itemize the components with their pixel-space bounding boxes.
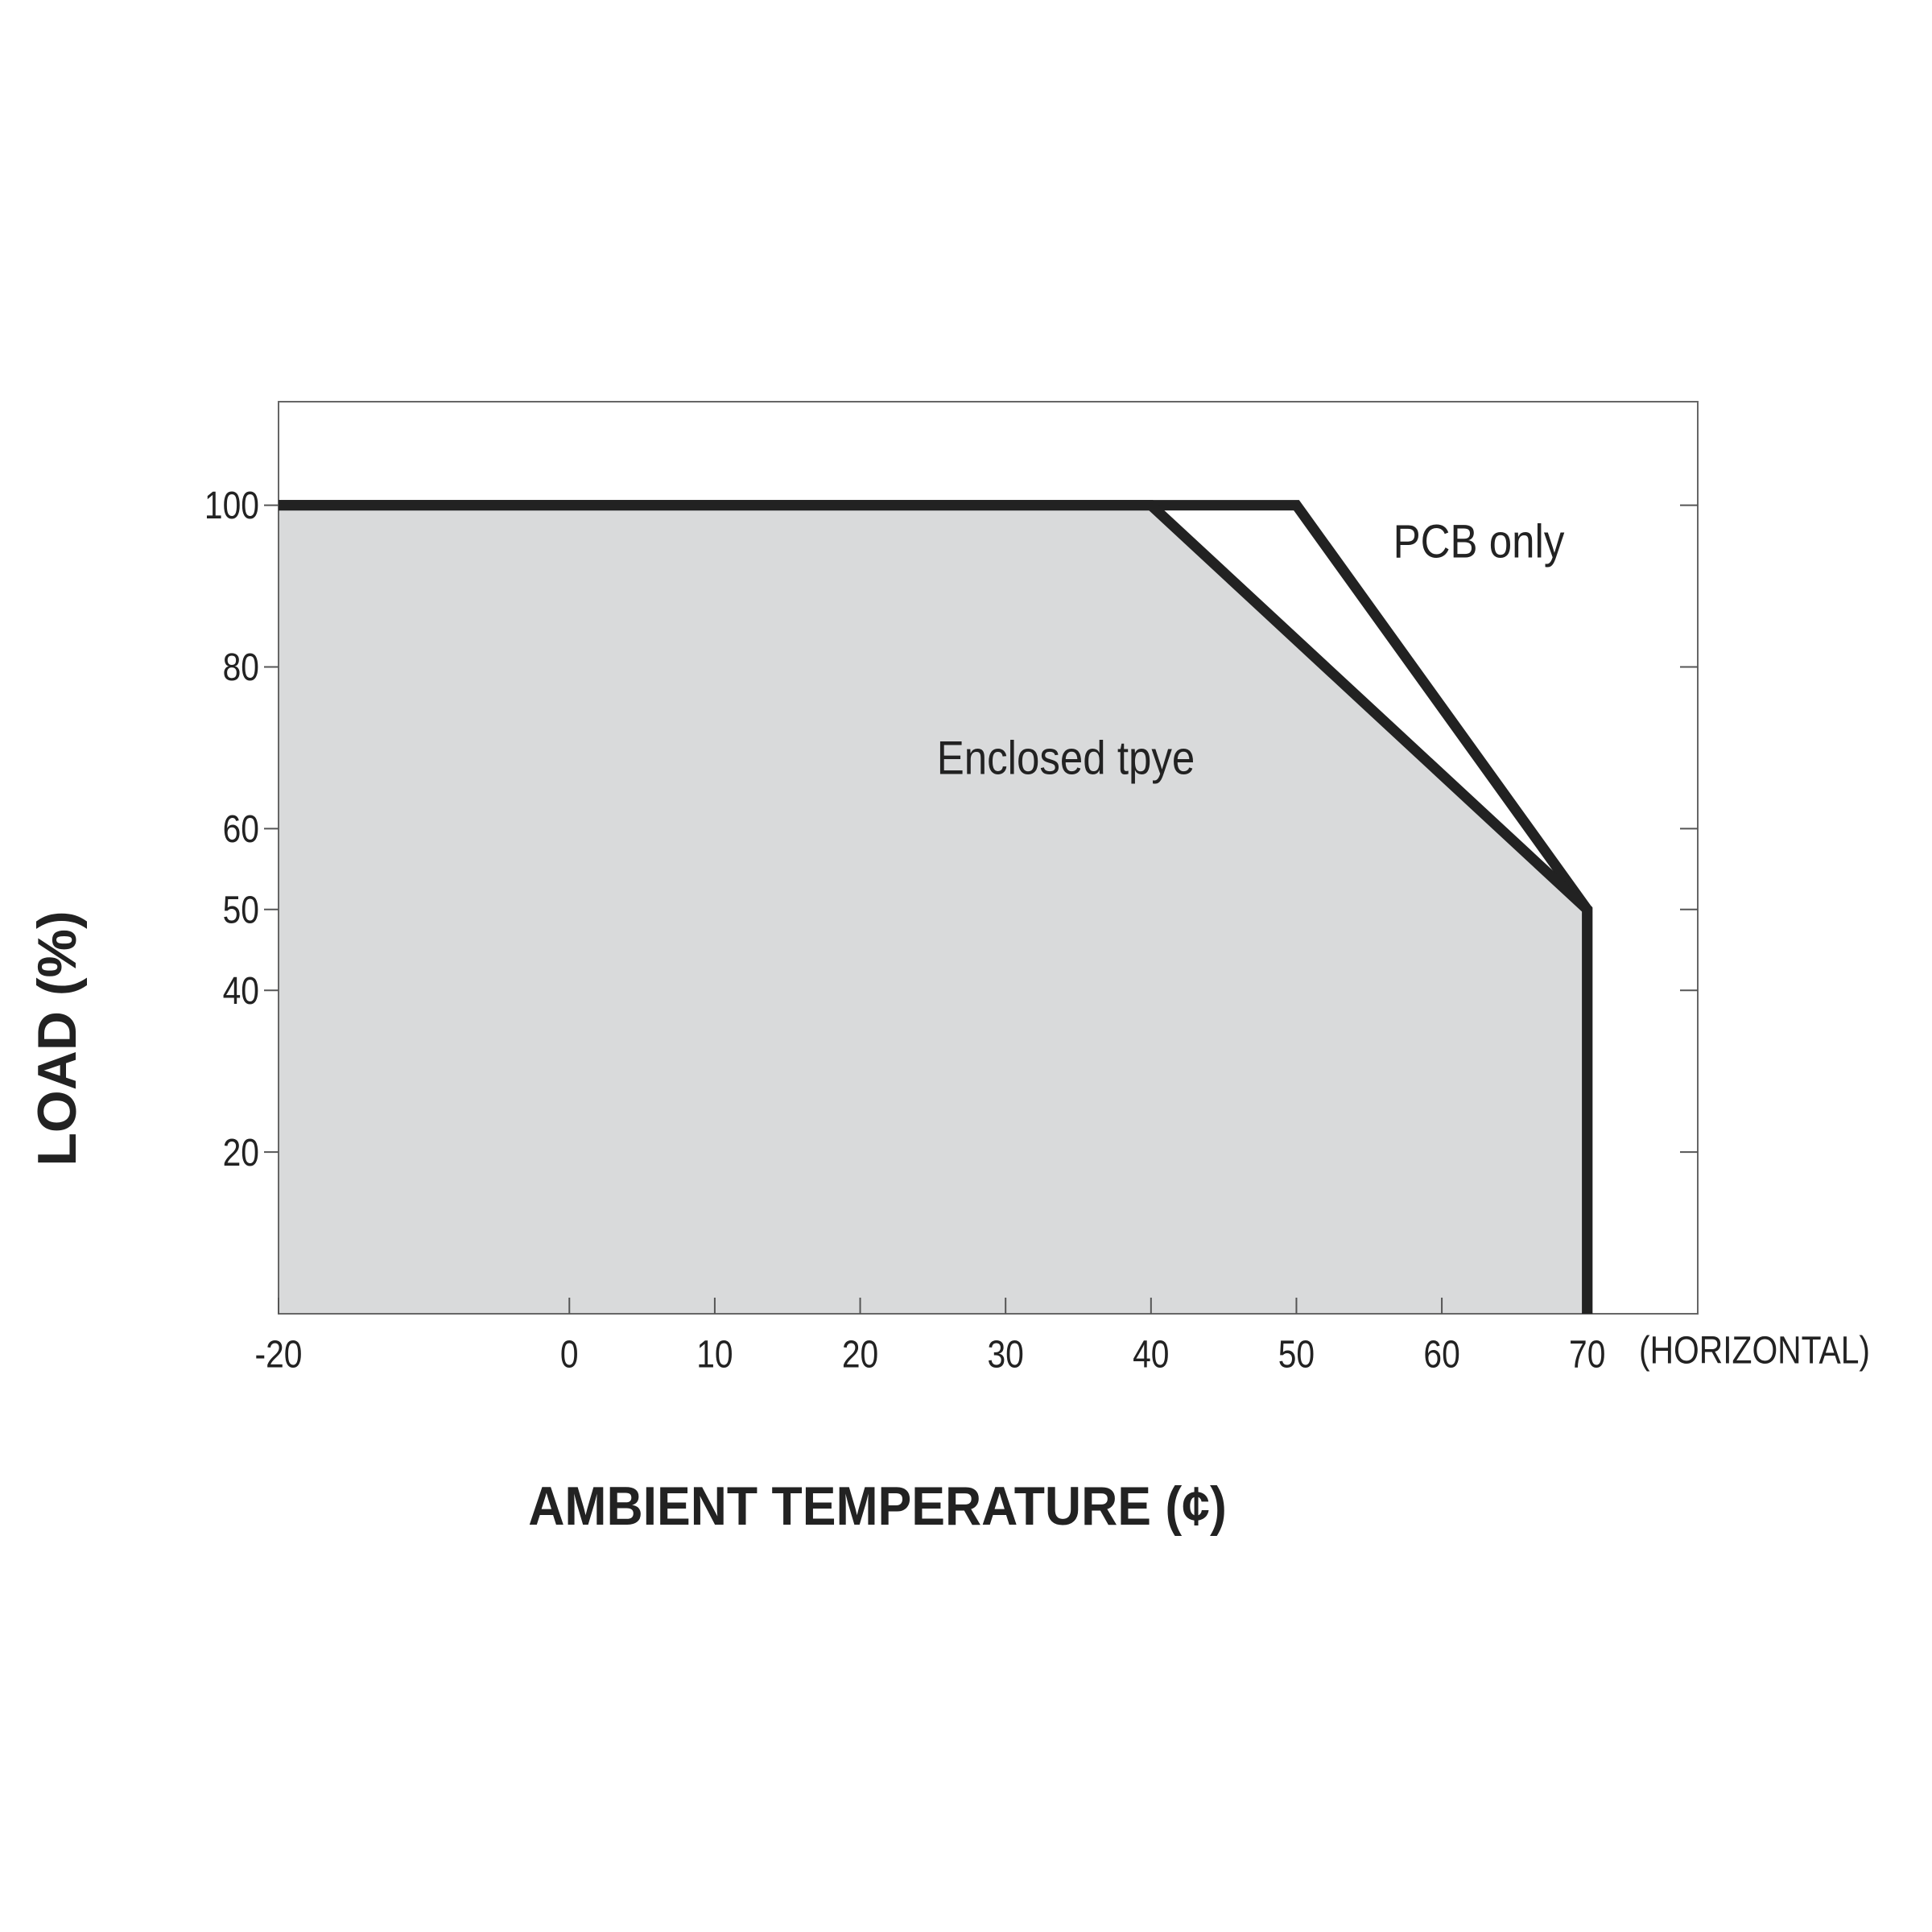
x-tick-label: 50 [1278,1334,1315,1377]
x-tick-label: 40 [1133,1334,1169,1377]
y-tick-label: 40 [223,970,259,1013]
x-tick-label: 60 [1423,1334,1459,1377]
y-tick-label: 100 [204,485,259,527]
series-label: Enclosed tpye [937,732,1195,784]
series-label: PCB only [1393,515,1565,568]
y-tick-label: 20 [223,1132,259,1174]
line [279,500,1593,1314]
x-note: (HORIZONTAL) [1639,1330,1870,1373]
x-tick-label: 0 [560,1334,579,1377]
x-tick-label: 10 [696,1334,733,1377]
y-tick-label: 50 [223,889,259,931]
y-tick-label: 60 [223,808,259,851]
area [279,505,1587,1314]
x-axis-title: AMBIENT TEMPERATURE (¢) [528,1476,1227,1537]
plot-area: 20 40 50 60 80 100 -20 0 10 20 30 40 50 60 70 [204,401,1699,1377]
x-tick-label: 70 [1569,1334,1605,1377]
plot-frame [278,401,1699,1315]
x-tick-label: -20 [255,1334,303,1377]
x-tick-label: 20 [842,1334,878,1377]
y-tick-label: 80 [223,646,259,689]
y-axis-title: LOAD (%) [27,910,88,1166]
x-tick-label: 30 [987,1334,1023,1377]
